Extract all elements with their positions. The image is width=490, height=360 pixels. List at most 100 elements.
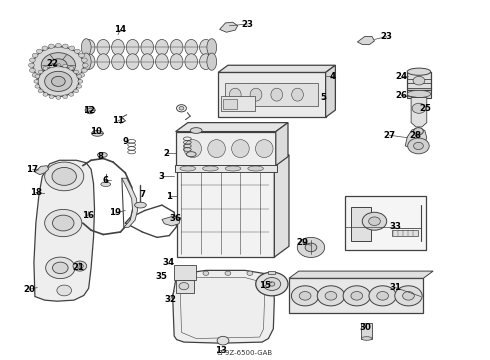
Circle shape: [69, 80, 74, 85]
Circle shape: [62, 44, 68, 48]
Text: 30: 30: [359, 323, 371, 332]
Ellipse shape: [186, 152, 196, 157]
Text: 36: 36: [170, 214, 182, 223]
Circle shape: [181, 271, 187, 275]
Text: 15: 15: [259, 281, 270, 290]
Text: 12: 12: [83, 105, 95, 114]
Circle shape: [82, 63, 88, 67]
Bar: [269, 271, 275, 274]
Bar: [289, 278, 423, 314]
Bar: [220, 96, 255, 111]
Circle shape: [368, 217, 380, 226]
Polygon shape: [357, 37, 374, 44]
Polygon shape: [35, 166, 49, 175]
Circle shape: [88, 108, 93, 112]
Text: 23: 23: [242, 19, 253, 28]
Circle shape: [413, 76, 425, 85]
Ellipse shape: [271, 88, 283, 101]
Circle shape: [77, 75, 82, 78]
Polygon shape: [162, 216, 180, 226]
Text: 31: 31: [390, 283, 401, 292]
Circle shape: [81, 58, 87, 62]
Circle shape: [55, 43, 61, 48]
Circle shape: [63, 64, 68, 68]
Circle shape: [45, 162, 84, 191]
Circle shape: [74, 77, 80, 81]
Circle shape: [55, 83, 61, 87]
Ellipse shape: [229, 88, 241, 101]
Text: 4: 4: [330, 72, 336, 81]
Ellipse shape: [250, 88, 262, 101]
Bar: [361, 323, 372, 338]
Ellipse shape: [225, 166, 241, 171]
Circle shape: [38, 70, 43, 74]
Polygon shape: [411, 98, 427, 127]
Ellipse shape: [101, 182, 111, 186]
Text: 14: 14: [114, 25, 126, 34]
Polygon shape: [34, 160, 95, 301]
Ellipse shape: [112, 40, 124, 55]
Text: CP9Z-6500-GAB: CP9Z-6500-GAB: [217, 350, 273, 356]
Circle shape: [49, 59, 67, 72]
Circle shape: [179, 283, 189, 290]
Circle shape: [28, 63, 34, 67]
Circle shape: [63, 95, 68, 99]
Circle shape: [38, 66, 79, 96]
Circle shape: [36, 77, 42, 81]
Text: 16: 16: [82, 211, 94, 220]
Circle shape: [35, 85, 40, 88]
Text: 18: 18: [30, 188, 42, 197]
Ellipse shape: [361, 337, 372, 340]
Bar: [223, 99, 237, 109]
Circle shape: [33, 46, 84, 84]
Ellipse shape: [184, 140, 201, 158]
Text: 34: 34: [162, 258, 174, 267]
Circle shape: [74, 89, 78, 93]
Ellipse shape: [207, 53, 217, 70]
Bar: [392, 230, 418, 235]
Text: 9: 9: [122, 137, 128, 146]
Polygon shape: [274, 155, 289, 257]
Text: 1: 1: [166, 192, 172, 201]
Circle shape: [343, 286, 370, 306]
Polygon shape: [289, 271, 433, 278]
Circle shape: [49, 82, 54, 86]
Polygon shape: [218, 65, 335, 72]
Bar: [176, 166, 274, 257]
Circle shape: [32, 73, 38, 77]
Circle shape: [56, 96, 61, 99]
Text: 11: 11: [112, 116, 124, 125]
Polygon shape: [175, 123, 288, 132]
Circle shape: [49, 44, 54, 48]
Ellipse shape: [202, 166, 218, 171]
Bar: [225, 83, 318, 107]
Ellipse shape: [407, 90, 431, 98]
Circle shape: [377, 292, 389, 300]
Circle shape: [217, 336, 229, 345]
Circle shape: [73, 261, 87, 271]
Ellipse shape: [82, 40, 95, 55]
Text: 23: 23: [381, 32, 392, 41]
Polygon shape: [326, 65, 335, 117]
Circle shape: [76, 264, 83, 269]
Circle shape: [369, 286, 396, 306]
Circle shape: [412, 103, 426, 113]
Circle shape: [77, 85, 82, 88]
Text: 19: 19: [110, 208, 122, 217]
Ellipse shape: [185, 54, 197, 69]
Text: 7: 7: [139, 190, 146, 199]
Circle shape: [35, 75, 40, 78]
Circle shape: [41, 53, 75, 78]
Text: 33: 33: [390, 222, 401, 231]
Circle shape: [79, 53, 85, 58]
Circle shape: [74, 49, 80, 53]
Circle shape: [408, 138, 429, 154]
Text: 13: 13: [215, 346, 226, 355]
Ellipse shape: [126, 40, 139, 55]
Polygon shape: [176, 155, 289, 166]
Circle shape: [299, 292, 311, 300]
Polygon shape: [172, 270, 274, 343]
Circle shape: [69, 67, 74, 70]
Circle shape: [414, 128, 423, 135]
Polygon shape: [276, 123, 288, 166]
